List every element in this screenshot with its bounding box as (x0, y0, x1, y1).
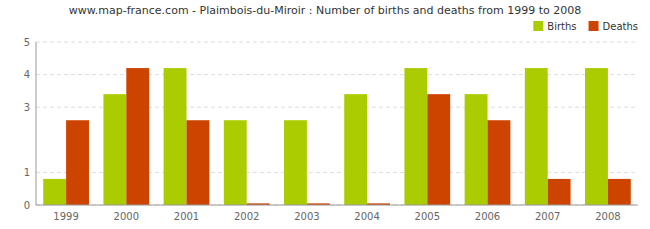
bar (103, 94, 126, 205)
bar (344, 94, 367, 205)
bars (43, 68, 631, 205)
legend-label: Births (547, 21, 576, 32)
x-tick-label: 2002 (234, 211, 259, 222)
bar (548, 179, 571, 205)
x-tick-label: 2006 (475, 211, 500, 222)
y-tick-label: 4 (24, 69, 30, 80)
x-tick-label: 2003 (294, 211, 319, 222)
x-tick-label: 2008 (595, 211, 620, 222)
bar (187, 120, 210, 205)
title: www.map-france.com - Plaimbois-du-Miroir… (69, 4, 581, 17)
bar (427, 94, 450, 205)
x-tick-label: 2007 (535, 211, 560, 222)
x-axis (36, 205, 638, 206)
chart-container: www.map-france.com - Plaimbois-du-Miroir… (0, 0, 650, 229)
x-tick-label: 1999 (53, 211, 78, 222)
legend: Births Deaths (533, 21, 638, 32)
x-tick-label: 2004 (354, 211, 379, 222)
x-tick-label: 2005 (415, 211, 440, 222)
bar (465, 94, 488, 205)
legend-swatch (533, 21, 543, 31)
bar (43, 179, 66, 205)
grid-line (36, 205, 638, 206)
y-tick-label: 3 (24, 102, 30, 113)
bar (488, 120, 511, 205)
bar (224, 120, 247, 205)
bar (126, 68, 149, 205)
legend-swatch (589, 21, 599, 31)
bar (525, 68, 548, 205)
y-tick-label: 0 (24, 200, 30, 211)
legend-item: Births (533, 21, 576, 32)
y-tick-label: 1 (24, 167, 30, 178)
bar (585, 68, 608, 205)
bar (66, 120, 89, 205)
bar (404, 68, 427, 205)
chart: www.map-france.com - Plaimbois-du-Miroir… (0, 0, 650, 229)
grid-line (36, 42, 638, 43)
x-tick-label: 2001 (174, 211, 199, 222)
bar (608, 179, 631, 205)
legend-label: Deaths (603, 21, 638, 32)
x-tick-label: 2000 (114, 211, 139, 222)
bar (164, 68, 187, 205)
legend-item: Deaths (589, 21, 638, 32)
bar (284, 120, 307, 205)
y-tick-label: 5 (24, 37, 30, 48)
y-axis (36, 42, 37, 205)
